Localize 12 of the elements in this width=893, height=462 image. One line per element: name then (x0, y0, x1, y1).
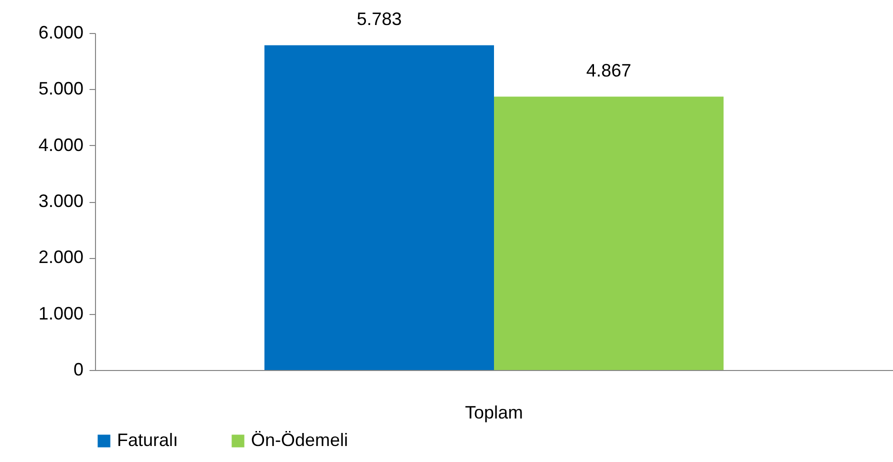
y-tick-label: 5.000 (38, 78, 84, 99)
legend-label: Ön-Ödemeli (251, 430, 348, 450)
y-tick-label: 6.000 (38, 22, 84, 42)
y-tick-label: 4.000 (38, 134, 84, 155)
y-tick-label: 2.000 (38, 247, 84, 268)
y-tick-label: 1.000 (38, 303, 84, 324)
data-label: 4.867 (586, 60, 632, 81)
legend-label: Faturalı (117, 430, 178, 450)
y-tick-label: 0 (73, 360, 84, 380)
x-tick-label: Toplam (464, 402, 524, 422)
y-tick-label: 3.000 (38, 191, 84, 211)
data-label: 5.783 (356, 9, 402, 30)
